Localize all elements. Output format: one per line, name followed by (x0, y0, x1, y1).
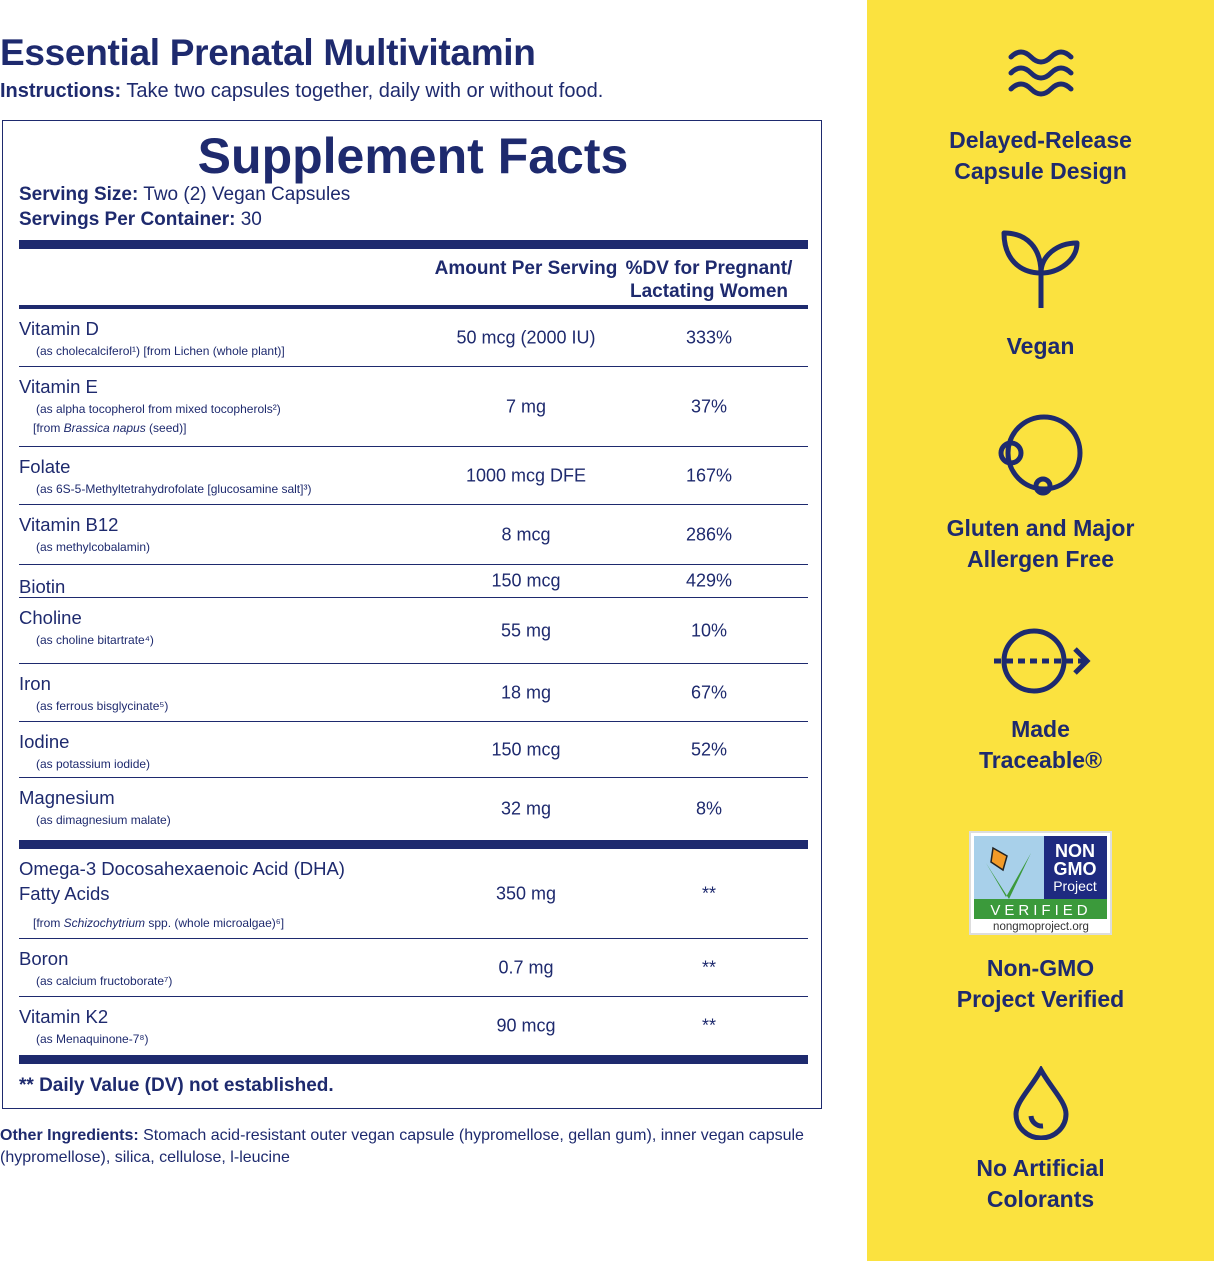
daily-value: 37% (690, 396, 728, 416)
features-panel: Delayed-Release Capsule Design Vegan Glut… (867, 0, 1214, 1261)
circle-allergen-icon (998, 414, 1082, 496)
feature-vegan: Vegan (1006, 333, 1075, 359)
svg-text:GMO: GMO (1054, 859, 1097, 879)
nutrient-row: Magnesium (as dimagnesium malate) 32 mg 8% (19, 778, 808, 840)
daily-value: 429% (685, 570, 733, 591)
feature-non-gmo: Non-GMO Project Verified (956, 955, 1125, 1012)
feature-no-colorants: No Artificial Colorants (976, 1155, 1105, 1212)
nutrient-name: Iodine (19, 731, 70, 752)
amount-per-serving: 18 mg (500, 682, 552, 702)
amount-per-serving: 55 mg (500, 620, 552, 640)
serving-size: Serving Size: Two (2) Vegan Capsules (19, 184, 351, 205)
daily-value: 167% (685, 465, 733, 485)
nutrient-name: Choline (19, 607, 82, 628)
nutrient-name: Vitamin K2 (19, 1006, 109, 1027)
nutrient-source: (as cholecalciferol¹) [from Lichen (whol… (36, 344, 285, 358)
amount-per-serving: 150 mcg (491, 570, 561, 591)
daily-value: ** (701, 1015, 716, 1036)
nutrient-name: Iron (19, 673, 51, 694)
col-amount: Amount Per Serving (434, 258, 618, 279)
instructions-text: Take two capsules together, daily with o… (121, 80, 604, 102)
nutrient-source: (as Menaquinone-7⁸) (36, 1032, 149, 1046)
nutrient-name: Magnesium (19, 787, 115, 808)
daily-value: 333% (685, 327, 733, 347)
daily-value: ** (701, 883, 716, 903)
product-title: Essential Prenatal Multivitamin (0, 32, 536, 73)
nutrient-name: Biotin (19, 576, 66, 597)
nutrient-row: Vitamin K2 (as Menaquinone-7⁸) 90 mcg ** (19, 997, 808, 1055)
col-dv: %DV for Pregnant/ Lactating Women (625, 258, 793, 302)
divider-bar (19, 1055, 808, 1064)
nutrient-row: Vitamin E (as alpha tocopherol from mixed… (19, 367, 808, 447)
amount-per-serving: 350 mg (495, 883, 557, 903)
nutrient-name: Vitamin B12 (19, 514, 119, 535)
nutrient-name: Vitamin D (19, 318, 99, 339)
nutrient-row: Boron (as calcium fructoborate⁷) 0.7 mg ** (19, 939, 808, 997)
nutrient-name: Boron (19, 948, 69, 969)
nutrient-row: Iodine (as potassium iodide) 150 mcg 52% (19, 722, 808, 778)
nutrient-source: (as dimagnesium malate) (36, 813, 171, 827)
instructions-label: Instructions: (0, 80, 122, 102)
nutrient-name: Folate (19, 456, 71, 477)
facts-table: Amount Per Serving %DV for Pregnant/ Lac… (19, 240, 808, 1097)
facts-title: Supplement Facts (197, 128, 629, 184)
daily-value: 10% (690, 620, 728, 640)
svg-text:NON: NON (1055, 841, 1095, 861)
daily-value: ** (701, 957, 716, 977)
nutrient-source: (as methylcobalamin) (36, 540, 151, 554)
supplement-facts-panel: Supplement Facts Serving Size: Two (2) V… (2, 120, 822, 1109)
divider-bar (19, 840, 808, 849)
nutrient-source: [from Schizochytrium spp. (whole microal… (33, 916, 285, 930)
nutrient-source: (as ferrous bisglycinate⁵) (36, 699, 169, 713)
nutrient-source: (as 6S-5-Methyltetrahydrofolate [glucosa… (36, 482, 312, 496)
nutrient-row: Biotin 150 mcg 429% (19, 565, 808, 598)
droplet-icon (1012, 1066, 1069, 1140)
divider-bar (19, 240, 808, 249)
nutrient-row: Folate (as 6S-5-Methyltetrahydrofolate [g… (19, 447, 808, 505)
instructions: Instructions: Take two capsules together… (0, 80, 603, 103)
nutrient-source: (as potassium iodide) (36, 757, 151, 771)
nutrient-row: Vitamin D (as cholecalciferol¹) [from Lic… (19, 309, 808, 367)
daily-value: 67% (690, 682, 728, 702)
amount-per-serving: 90 mcg (496, 1015, 556, 1036)
amount-per-serving: 32 mg (500, 798, 552, 819)
amount-per-serving: 1000 mcg DFE (465, 465, 587, 485)
nutrient-row: Iron (as ferrous bisglycinate⁵) 18 mg 67% (19, 664, 808, 722)
feature-allergen-free: Gluten and Major Allergen Free (946, 515, 1135, 572)
svg-text:VERIFIED: VERIFIED (990, 902, 1091, 919)
amount-per-serving: 7 mg (505, 396, 547, 416)
amount-per-serving: 8 mcg (501, 524, 551, 544)
daily-value: 286% (685, 524, 733, 544)
amount-per-serving: 0.7 mg (498, 957, 554, 977)
amount-per-serving: 150 mcg (491, 739, 561, 759)
trace-arrow-icon (993, 628, 1091, 694)
nutrient-source: (as alpha tocopherol from mixed tocopher… (33, 402, 281, 435)
nutrient-row: Omega-3 Docosahexaenoic Acid (DHA) Fatty … (19, 849, 808, 939)
nutrient-name: Omega-3 Docosahexaenoic Acid (DHA) Fatty … (19, 858, 345, 904)
sprout-icon (1001, 230, 1079, 308)
amount-per-serving: 50 mcg (2000 IU) (456, 327, 596, 347)
feature-delayed-release: Delayed-Release Capsule Design (949, 127, 1132, 184)
nutrient-row: Vitamin B12 (as methylcobalamin) 8 mcg 286% (19, 505, 808, 565)
table-header: Amount Per Serving %DV for Pregnant/ Lac… (19, 249, 808, 309)
daily-value: 52% (690, 739, 728, 759)
footnote: ** Daily Value (DV) not established. (19, 1075, 334, 1096)
feature-traceable: Made Traceable® (978, 716, 1103, 773)
non-gmo-badge: NON GMO Project VERIFIED nongmoproject.o… (969, 831, 1112, 935)
svg-text:Project: Project (1053, 878, 1097, 894)
waves-icon (1008, 49, 1073, 97)
other-ingredients: Other Ingredients: Stomach acid-resistan… (0, 1127, 804, 1166)
nutrient-source: (as calcium fructoborate⁷) (36, 974, 173, 988)
nutrient-row: Choline (as choline bitartrate⁴) 55 mg 10% (19, 598, 808, 664)
nutrient-name: Vitamin E (19, 376, 98, 397)
svg-text:nongmoproject.org: nongmoproject.org (993, 921, 1089, 933)
daily-value: 8% (695, 798, 722, 819)
nutrient-source: (as choline bitartrate⁴) (36, 633, 154, 647)
servings-per-container: Servings Per Container: 30 (19, 209, 262, 230)
